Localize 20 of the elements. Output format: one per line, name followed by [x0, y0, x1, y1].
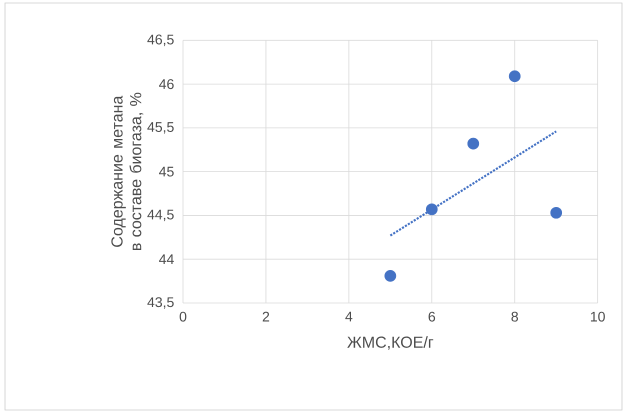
point [550, 206, 562, 219]
y-tick-label: 44 [159, 254, 174, 264]
y-axis-title: Содержание метана в составе биогаза, % [111, 92, 144, 250]
y-tick-label: 45 [159, 166, 174, 177]
x-tick-label: 4 [345, 312, 352, 322]
y-tick-label: 45,5 [147, 122, 174, 134]
x-tick-label: 8 [511, 312, 518, 322]
y-tick-label: 46,5 [147, 34, 174, 46]
x-tick-label: 0 [180, 312, 186, 322]
point [384, 270, 396, 282]
point [426, 203, 438, 216]
point [467, 138, 480, 150]
x-tick-label: 2 [262, 312, 270, 322]
y-tick-label: 43,5 [147, 297, 174, 309]
point [508, 70, 521, 82]
y-tick-label: 46 [159, 79, 174, 90]
x-axis-title: ЖМС,КОЕ/г [347, 336, 434, 350]
y-tick-label: 44,5 [147, 210, 174, 222]
x-tick-label: 10 [590, 312, 605, 322]
x-tick-label: 6 [428, 312, 436, 322]
